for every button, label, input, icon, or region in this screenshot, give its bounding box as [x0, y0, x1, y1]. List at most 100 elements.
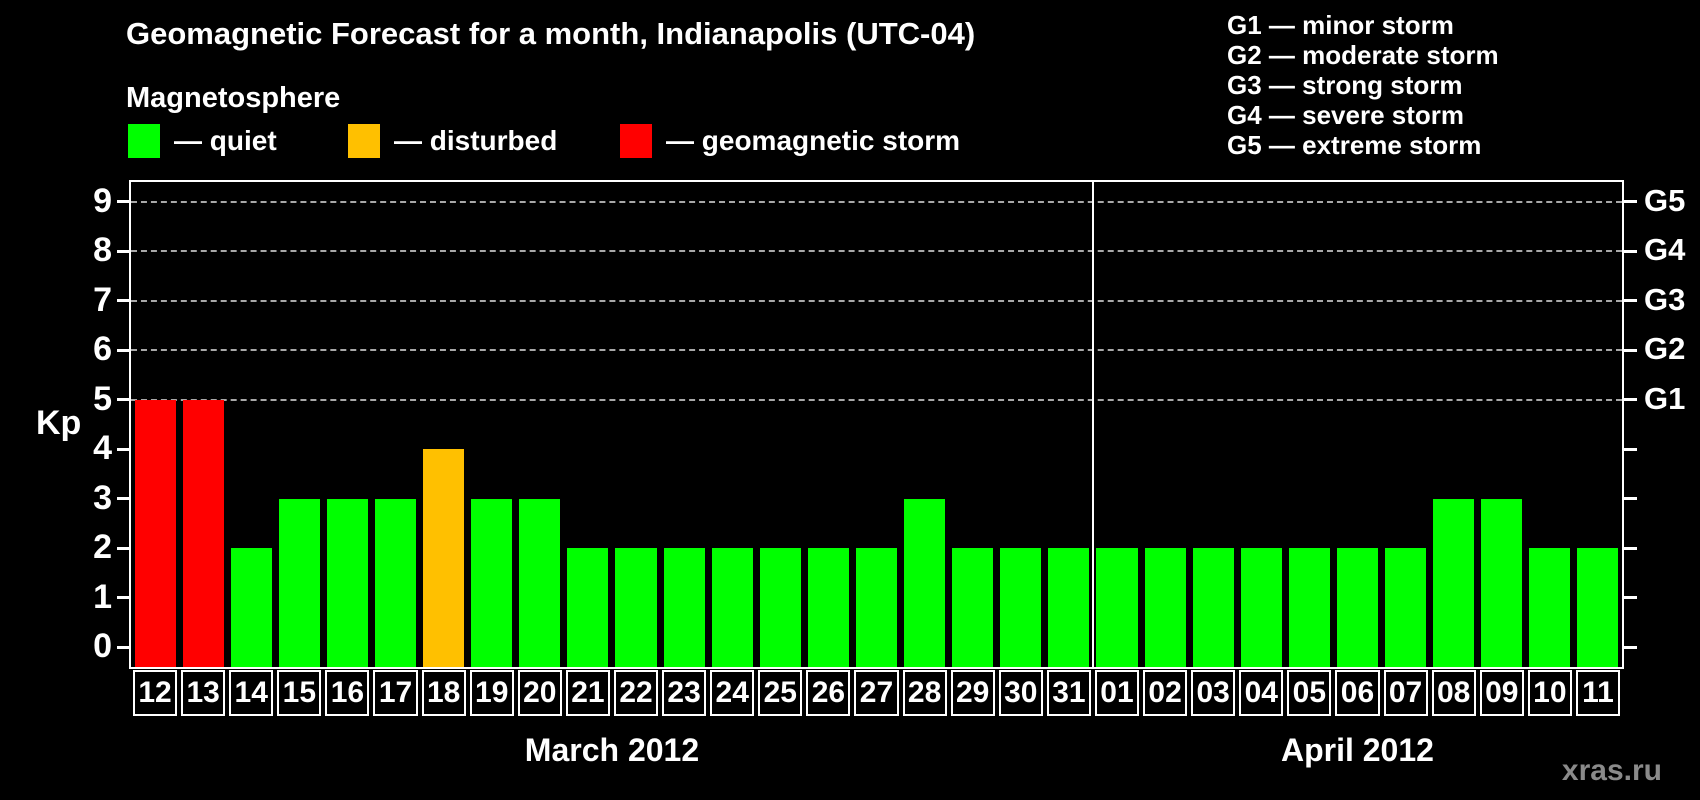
date-cell-11: 11 — [1575, 670, 1620, 716]
date-cell-05: 05 — [1287, 670, 1332, 716]
date-cell-21: 21 — [565, 670, 610, 716]
date-cell-26: 26 — [806, 670, 851, 716]
g-legend-line-1: G1 — minor storm — [1227, 10, 1454, 40]
bar-day-04 — [1240, 548, 1282, 667]
kp-tick-9 — [117, 200, 130, 204]
g-axis-label-G4: G4 — [1644, 232, 1686, 268]
g-legend-line-2: G2 — moderate storm — [1227, 40, 1499, 70]
bar-day-11 — [1577, 548, 1619, 667]
g-scale-legend: G1 — minor storm G2 — moderate storm G3 — … — [1227, 10, 1499, 160]
bar-day-10 — [1529, 548, 1571, 667]
bar-day-20 — [519, 498, 561, 667]
date-cell-07: 07 — [1383, 670, 1428, 716]
plot-border — [129, 180, 1624, 669]
bar-day-13 — [182, 399, 224, 667]
g-axis-label-G3: G3 — [1644, 281, 1686, 317]
kp-tick-0 — [117, 645, 130, 649]
g-tick-8 — [1624, 249, 1637, 253]
date-cell-29: 29 — [950, 670, 995, 716]
bar-day-25 — [759, 548, 801, 667]
legend-item-storm: — geomagnetic storm — [620, 124, 960, 158]
g-tick-4 — [1624, 447, 1637, 451]
gridline-kp6 — [131, 349, 1622, 352]
g-tick-1 — [1624, 596, 1637, 600]
kp-tick-label-5: 5 — [93, 379, 112, 418]
date-cell-23: 23 — [662, 670, 707, 716]
kp-tick-label-9: 9 — [93, 181, 112, 220]
month-label-1: April 2012 — [1280, 732, 1434, 768]
kp-tick-label-1: 1 — [93, 577, 112, 616]
date-cell-06: 06 — [1335, 670, 1380, 716]
date-cell-27: 27 — [854, 670, 899, 716]
bar-day-26 — [807, 548, 849, 667]
date-cell-02: 02 — [1143, 670, 1188, 716]
g-legend-line-5: G5 — extreme storm — [1227, 130, 1482, 160]
date-cell-16: 16 — [325, 670, 370, 716]
bar-day-24 — [711, 548, 753, 667]
legend-item-quiet: — quiet — [128, 124, 277, 158]
legend-swatch-quiet — [128, 124, 160, 158]
date-cell-24: 24 — [710, 670, 755, 716]
date-cell-08: 08 — [1431, 670, 1476, 716]
g-axis-label-G1: G1 — [1644, 380, 1686, 416]
gridline-kp9 — [131, 200, 1622, 203]
bar-day-02 — [1144, 548, 1186, 667]
kp-tick-label-6: 6 — [93, 330, 112, 369]
kp-tick-5 — [117, 398, 130, 402]
bar-day-08 — [1433, 498, 1475, 667]
kp-tick-label-0: 0 — [93, 627, 112, 666]
g-tick-5 — [1624, 398, 1637, 402]
bar-day-05 — [1288, 548, 1330, 667]
date-cell-20: 20 — [517, 670, 562, 716]
bar-day-23 — [663, 548, 705, 667]
bar-day-09 — [1481, 498, 1523, 667]
bar-day-22 — [615, 548, 657, 667]
date-cell-17: 17 — [373, 670, 418, 716]
bar-day-17 — [374, 498, 417, 667]
bar-day-07 — [1385, 548, 1427, 667]
bar-day-01 — [1096, 548, 1138, 667]
g-tick-0 — [1624, 645, 1637, 649]
bar-day-18 — [423, 449, 465, 667]
bar-day-14 — [230, 548, 272, 667]
date-cell-04: 04 — [1239, 670, 1284, 716]
g-legend-line-4: G4 — severe storm — [1227, 100, 1465, 130]
month-separator — [1091, 182, 1094, 667]
bar-day-03 — [1192, 548, 1234, 667]
bar-day-06 — [1336, 548, 1378, 667]
kp-tick-8 — [117, 249, 130, 253]
bar-day-15 — [278, 498, 320, 667]
gridline-kp8 — [131, 250, 1622, 253]
month-label-0: March 2012 — [524, 732, 700, 768]
legend-swatch-storm — [620, 124, 652, 158]
kp-tick-1 — [117, 596, 130, 600]
date-cell-19: 19 — [469, 670, 514, 716]
date-cell-25: 25 — [758, 670, 803, 716]
kp-tick-7 — [117, 299, 130, 303]
legend-label-quiet: — quiet — [174, 125, 277, 156]
date-cell-13: 13 — [181, 670, 226, 716]
g-tick-2 — [1624, 546, 1637, 550]
date-cell-14: 14 — [229, 670, 274, 716]
g-tick-6 — [1624, 348, 1637, 352]
gridline-kp7 — [131, 299, 1622, 302]
kp-tick-6 — [117, 348, 130, 352]
bar-day-29 — [952, 548, 994, 667]
date-cell-31: 31 — [1046, 670, 1091, 716]
legend-swatch-disturbed — [348, 124, 380, 158]
g-tick-3 — [1624, 497, 1637, 501]
legend-heading: Magnetosphere — [126, 82, 341, 114]
date-cell-15: 15 — [277, 670, 322, 716]
g-tick-7 — [1624, 299, 1637, 303]
bar-day-16 — [326, 498, 368, 667]
kp-tick-3 — [117, 497, 130, 501]
gridline-kp5 — [131, 398, 1622, 401]
g-axis-label-G2: G2 — [1644, 331, 1686, 367]
g-tick-9 — [1624, 200, 1637, 204]
date-cell-12: 12 — [133, 670, 178, 716]
date-cell-03: 03 — [1191, 670, 1236, 716]
bar-day-30 — [1000, 548, 1042, 667]
plot-area — [131, 182, 1622, 667]
kp-tick-2 — [117, 546, 130, 550]
